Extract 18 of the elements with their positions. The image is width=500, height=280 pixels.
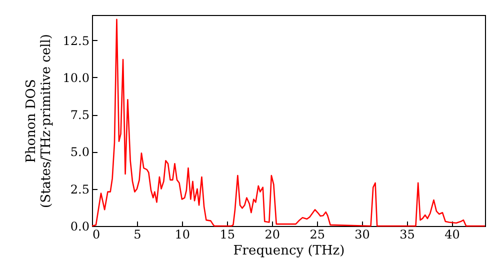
x-tick-label: 25 [310, 228, 325, 242]
y-tick-label: 2.5 [70, 182, 90, 196]
x-axis-title: Frequency (THz) [233, 244, 345, 258]
line-series [91, 18, 486, 227]
y-tick-label: 5.0 [70, 145, 90, 160]
y-tick-label: 7.5 [70, 108, 90, 122]
x-tick-label: 20 [264, 228, 280, 242]
x-tick-label: 10 [174, 228, 190, 242]
x-tick-label: 30 [354, 228, 370, 242]
x-tick-label: 0 [92, 228, 100, 242]
y-tick-label: 0.0 [70, 220, 90, 234]
x-tick-label: 5 [134, 228, 142, 242]
y-tick-label: 10.0 [62, 70, 90, 85]
y-tick-label: 12.5 [62, 34, 90, 48]
x-tick-label: 15 [220, 228, 236, 242]
y-axis-title: Phonon DOS (States/THz·primitive cell) [24, 34, 54, 208]
x-tick-label: 35 [400, 228, 415, 242]
x-tick-label: 40 [444, 228, 460, 242]
